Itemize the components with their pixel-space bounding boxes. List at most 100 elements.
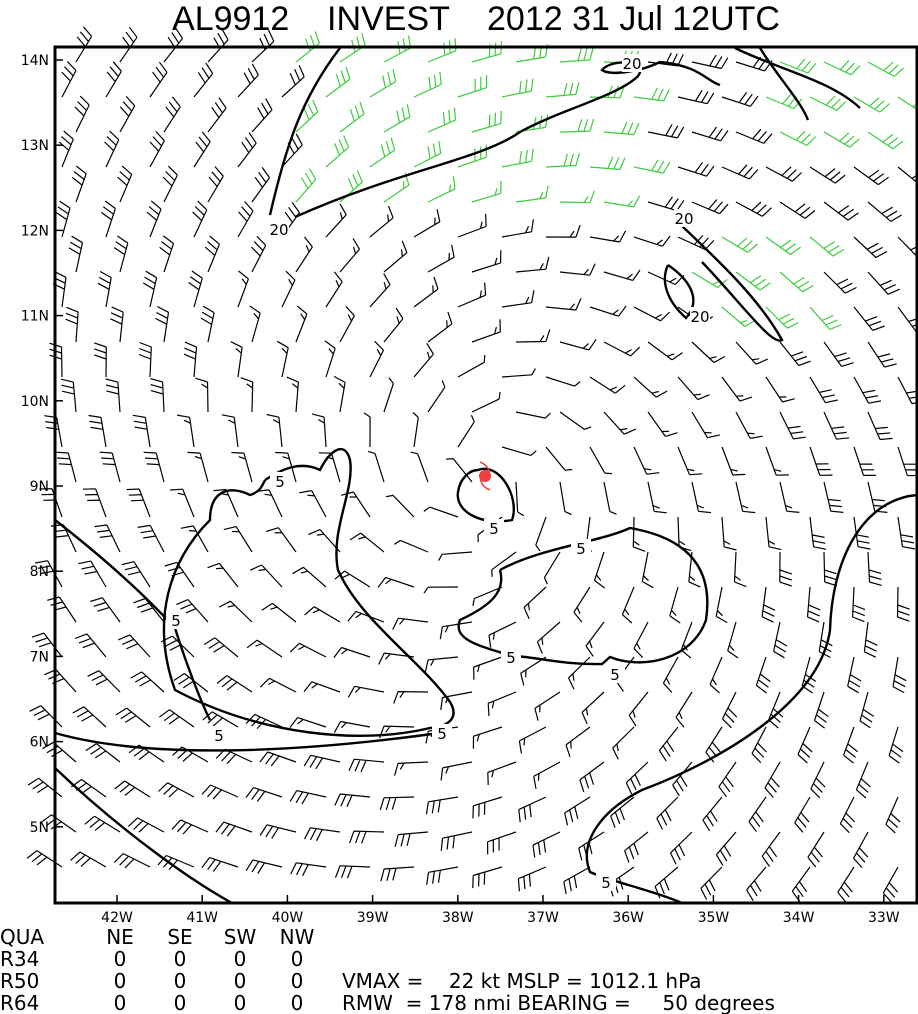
wind-barb (823, 341, 854, 367)
wind-barb (457, 414, 475, 448)
wind-barb (565, 726, 591, 758)
wind-barb (70, 779, 107, 798)
wind-barb (705, 726, 723, 763)
wind-barb (882, 866, 899, 903)
wind-barb (501, 368, 536, 378)
wind-barb (333, 375, 346, 413)
wind-barb (26, 850, 63, 868)
table-cell: 0 (291, 991, 304, 1014)
wind-barb (245, 787, 283, 802)
wind-barb (172, 746, 209, 763)
wind-barb (735, 56, 773, 72)
wind-barb (721, 92, 759, 107)
contour (456, 467, 515, 523)
wind-barb (535, 516, 547, 552)
contour-label-bg (484, 519, 504, 537)
wind-barb (29, 705, 63, 728)
wind-barb (423, 586, 459, 594)
wind-barb (240, 377, 254, 413)
wind-barb (55, 200, 71, 238)
wind-barb (42, 741, 77, 763)
wind-barb (295, 99, 319, 133)
wind-barb (325, 203, 347, 238)
wind-barb (487, 761, 517, 786)
wind-barb (308, 529, 341, 553)
wind-barb (691, 199, 729, 215)
wind-barb (809, 516, 827, 550)
wind-barb (765, 516, 782, 551)
wind-barb (149, 61, 168, 98)
wind-barb (559, 190, 595, 204)
contour-label: 5 (437, 725, 447, 743)
wind-barb (303, 681, 341, 693)
wind-barb (286, 376, 299, 413)
wind-barb (55, 451, 77, 483)
wind-barb (515, 481, 525, 517)
wind-barb (806, 586, 821, 623)
wind-barb (853, 516, 871, 550)
wind-barb (533, 761, 561, 789)
wind-barb (677, 89, 715, 105)
wind-barb (457, 213, 487, 238)
contour-label: 5 (506, 649, 516, 667)
wind-barb (779, 341, 811, 367)
wind-barb (71, 165, 87, 203)
wind-barb (823, 201, 859, 221)
wind-barb (501, 219, 534, 238)
lon-label: 34W (783, 910, 815, 926)
wind-barb (251, 29, 275, 63)
table-cell: 0 (174, 947, 187, 971)
wind-barb (39, 488, 63, 518)
contour-label: 20 (690, 308, 709, 326)
wind-barb (334, 793, 371, 807)
wind-barb (733, 551, 747, 588)
wind-barb (393, 691, 429, 704)
wind-barb (765, 446, 789, 476)
wind-barb (426, 866, 459, 885)
wind-barb (896, 586, 910, 622)
wind-barb (207, 97, 227, 133)
wind-barb (84, 815, 121, 833)
wind-barb (559, 118, 595, 133)
wind-barb (349, 532, 385, 553)
wind-barb (823, 60, 861, 76)
wind-barb (163, 27, 184, 63)
wind-barb (113, 853, 151, 869)
wind-barb (325, 271, 343, 308)
wind-barb (847, 656, 862, 694)
wind-barb (545, 446, 573, 471)
wind-barb (339, 33, 366, 63)
wind-barb (128, 744, 165, 763)
wind-barb (412, 412, 419, 448)
wind-barb (633, 159, 671, 174)
wind-barb (797, 726, 813, 764)
wind-barb (266, 527, 297, 553)
wind-barb (383, 172, 410, 203)
wind-barb (867, 341, 897, 368)
wind-barb (768, 691, 784, 729)
wind-barb (119, 26, 138, 63)
wind-barb (65, 306, 79, 343)
wind-barb (74, 633, 107, 658)
wind-barb (579, 761, 605, 793)
wind-barb (303, 754, 341, 770)
lat-label: 7N (30, 649, 49, 665)
wind-barb (218, 600, 253, 623)
wind-barb (669, 586, 681, 624)
wind-barb (99, 451, 121, 483)
wind-barb (603, 195, 641, 208)
contour-label-bg (501, 648, 521, 666)
wind-barb (457, 282, 487, 308)
wind-barb (457, 75, 488, 98)
wind-barb (311, 413, 327, 448)
wind-barb (363, 412, 371, 448)
wind-barb (292, 566, 327, 588)
wind-barb (394, 831, 429, 848)
wind-barb (256, 489, 283, 518)
wind-barb (810, 761, 826, 799)
wind-barb (764, 761, 781, 798)
wind-barb (438, 551, 473, 561)
table-cell: R34 (0, 947, 39, 971)
wind-barb (669, 831, 693, 865)
